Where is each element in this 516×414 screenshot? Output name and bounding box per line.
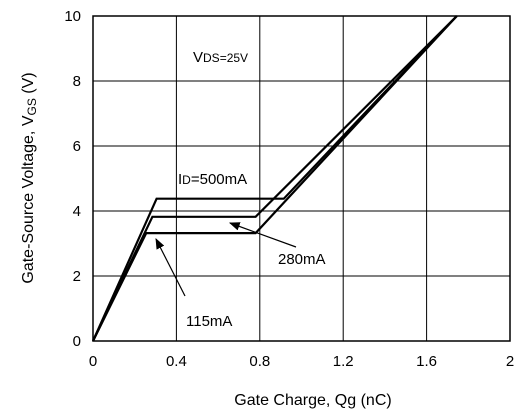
y-tick-label-1: 2: [73, 268, 81, 285]
vds-sub: DS: [203, 51, 220, 65]
y-tick-label-4: 8: [73, 73, 81, 90]
series-group: [91, 15, 458, 342]
series-line-1: [92, 15, 458, 342]
y-tick-label-5: 10: [64, 8, 81, 25]
label-500ma-suffix: =500mA: [191, 171, 247, 188]
y-axis-title-sub: GS: [25, 98, 39, 115]
vds-value: =25V: [220, 51, 248, 65]
x-tick-labels: 0 0.4 0.8 1.2 1.6 2: [89, 353, 514, 370]
series-line-0: [91, 15, 458, 342]
y-tick-label-3: 6: [73, 138, 81, 155]
x-tick-label-5: 2: [506, 353, 514, 370]
label-500ma: ID=500mA: [178, 171, 247, 188]
x-tick-label-4: 1.6: [416, 353, 437, 370]
vds-condition: VDS=25V: [193, 49, 248, 66]
label-280ma: 280mA: [278, 251, 326, 268]
x-axis-title: Gate Charge, Qg (nC): [234, 392, 391, 409]
label-500ma-prefix: I: [178, 171, 182, 188]
y-tick-label-0: 0: [73, 333, 81, 350]
arrow-115ma: [155, 238, 186, 297]
y-tick-label-2: 4: [73, 203, 81, 220]
y-axis-title: Gate-Source Voltage, VGS (V): [20, 72, 39, 283]
plot-frame: [92, 15, 511, 342]
arrow-280ma: [228, 222, 297, 248]
label-115ma: 115mA: [186, 313, 232, 330]
y-axis-title-unit: (V): [20, 72, 37, 98]
label-500ma-sub: D: [182, 173, 191, 187]
y-tick-labels: 0 2 4 6 8 10: [64, 8, 81, 350]
x-tick-label-2: 0.8: [249, 353, 270, 370]
vds-prefix: V: [193, 49, 203, 66]
series-line-2: [92, 15, 458, 342]
y-axis-title-main: Gate-Source Voltage, V: [20, 115, 37, 283]
x-tick-label-3: 1.2: [333, 353, 354, 370]
x-tick-label-0: 0: [89, 353, 97, 370]
x-tick-label-1: 0.4: [166, 353, 187, 370]
